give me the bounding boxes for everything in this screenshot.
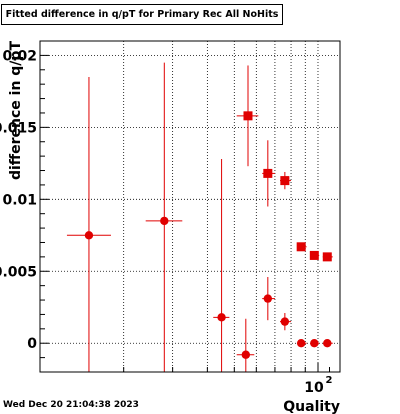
y-axis-label: difference in q/pT <box>8 41 24 180</box>
data-markers <box>84 111 332 359</box>
error-bars <box>66 62 333 372</box>
plot-frame <box>39 40 341 373</box>
square-marker <box>243 111 253 121</box>
circle-marker <box>217 313 226 322</box>
x-axis-label: Quality <box>283 399 340 414</box>
square-marker <box>280 176 290 186</box>
circle-marker <box>241 350 251 359</box>
y-tick-label: 0.015 <box>0 120 37 136</box>
circle-marker <box>323 339 332 348</box>
y-tick-label: 0.02 <box>2 48 37 64</box>
y-tick-label: 0.005 <box>0 264 37 280</box>
y-tick-label: 0.01 <box>2 192 37 208</box>
timestamp: Wed Dec 20 21:04:38 2023 <box>3 400 139 410</box>
square-marker <box>296 242 306 252</box>
circle-marker <box>160 216 169 226</box>
x-tick-exponent: 2 <box>326 375 333 386</box>
circle-marker <box>84 231 94 240</box>
chart-title: Fitted difference in q/pT for Primary Re… <box>1 4 283 25</box>
circle-marker <box>280 317 290 326</box>
circle-marker <box>296 339 306 348</box>
circle-marker <box>263 294 273 303</box>
square-marker <box>322 252 332 262</box>
axis-ticks <box>39 40 341 373</box>
axis-labels: 0 0.005 0.01 0.015 0.02 102 Quality difference … <box>0 41 340 414</box>
y-tick-label: 0 <box>27 336 37 352</box>
square-marker <box>309 250 319 260</box>
circle-marker <box>310 339 319 348</box>
x-tick-label: 10 <box>304 380 324 396</box>
grid <box>40 41 340 372</box>
square-marker <box>263 168 273 178</box>
